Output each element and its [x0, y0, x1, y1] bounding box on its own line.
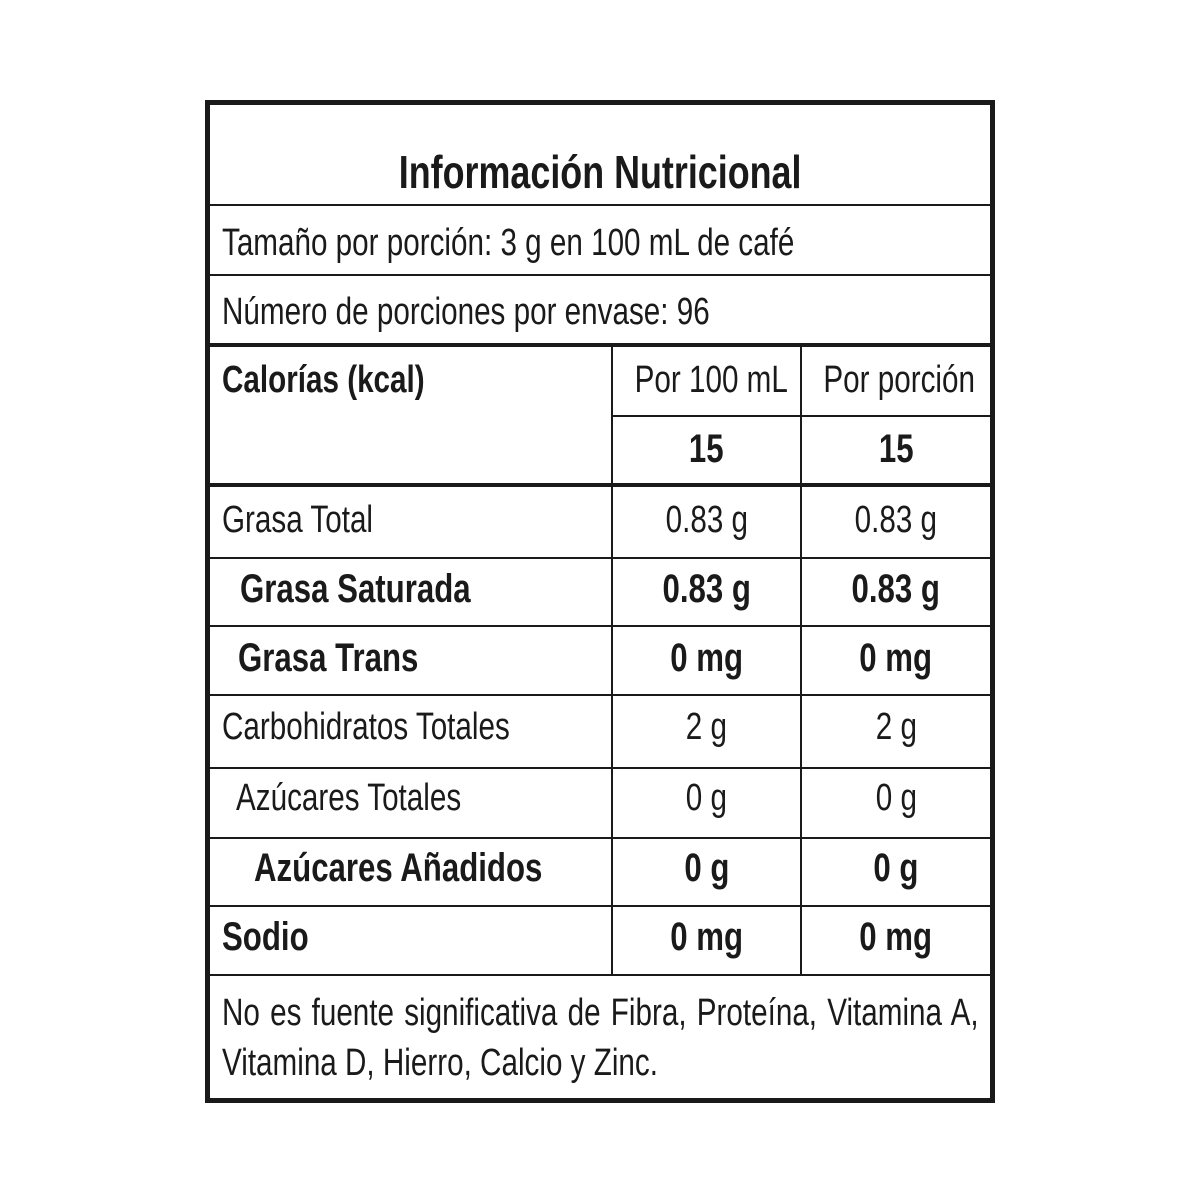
divider — [210, 557, 990, 559]
nutrient-value-per-100ml: 0.83 g — [662, 567, 751, 611]
column-header-per-100ml: Por 100 mL — [634, 359, 788, 401]
calories-per-100ml: 15 — [689, 427, 724, 471]
nutrient-value-per-serving: 0.83 g — [851, 567, 941, 611]
nutrient-label: Grasa Total — [222, 499, 374, 541]
nutrient-label: Grasa Saturada — [240, 567, 471, 611]
nutrient-value-per-100ml: 0 mg — [670, 915, 743, 959]
column-divider — [611, 345, 613, 975]
nutrient-value-per-serving: 0 mg — [859, 636, 933, 680]
nutrient-value-per-serving: 0 g — [875, 777, 917, 819]
servings-per-container: Número de porciones por envase: 96 — [222, 291, 710, 333]
nutrient-label: Azúcares Añadidos — [254, 846, 543, 890]
nutrient-value-per-serving: 0.83 g — [854, 499, 938, 541]
nutrient-value-per-100ml: 0.83 g — [665, 499, 748, 541]
divider — [210, 483, 990, 487]
nutrient-label: Sodio — [222, 915, 309, 959]
nutrition-facts-table: Información Nutricional Tamaño por porci… — [205, 100, 995, 1103]
nutrient-value-per-serving: 2 g — [875, 706, 917, 748]
nutrient-label: Carbohidratos Totales — [222, 706, 510, 748]
divider — [210, 837, 990, 839]
divider — [210, 204, 990, 206]
column-divider — [800, 345, 802, 975]
nutrient-value-per-100ml: 0 g — [683, 846, 730, 890]
divider — [210, 274, 990, 276]
divider — [210, 625, 990, 627]
nutrient-value-per-serving: 0 mg — [859, 915, 933, 959]
nutrient-value-per-100ml: 0 mg — [670, 636, 743, 680]
divider — [210, 694, 990, 696]
nutrient-label: Grasa Trans — [238, 636, 419, 680]
calories-per-serving: 15 — [878, 427, 914, 471]
nutrient-value-per-serving: 0 g — [873, 846, 919, 890]
nutrient-value-per-100ml: 0 g — [685, 777, 728, 819]
divider — [210, 767, 990, 769]
divider — [210, 974, 990, 976]
serving-size: Tamaño por porción: 3 g en 100 mL de caf… — [222, 222, 795, 264]
divider — [210, 343, 990, 347]
divider — [210, 905, 990, 907]
column-header-per-serving: Por porción — [823, 359, 975, 401]
nutrient-label: Azúcares Totales — [236, 777, 462, 819]
nutrient-value-per-100ml: 2 g — [685, 706, 728, 748]
calories-label: Calorías (kcal) — [222, 359, 425, 401]
footer-note: No es fuente significativa de Fibra, Pro… — [222, 992, 979, 1084]
label-title: Información Nutricional — [398, 146, 802, 198]
